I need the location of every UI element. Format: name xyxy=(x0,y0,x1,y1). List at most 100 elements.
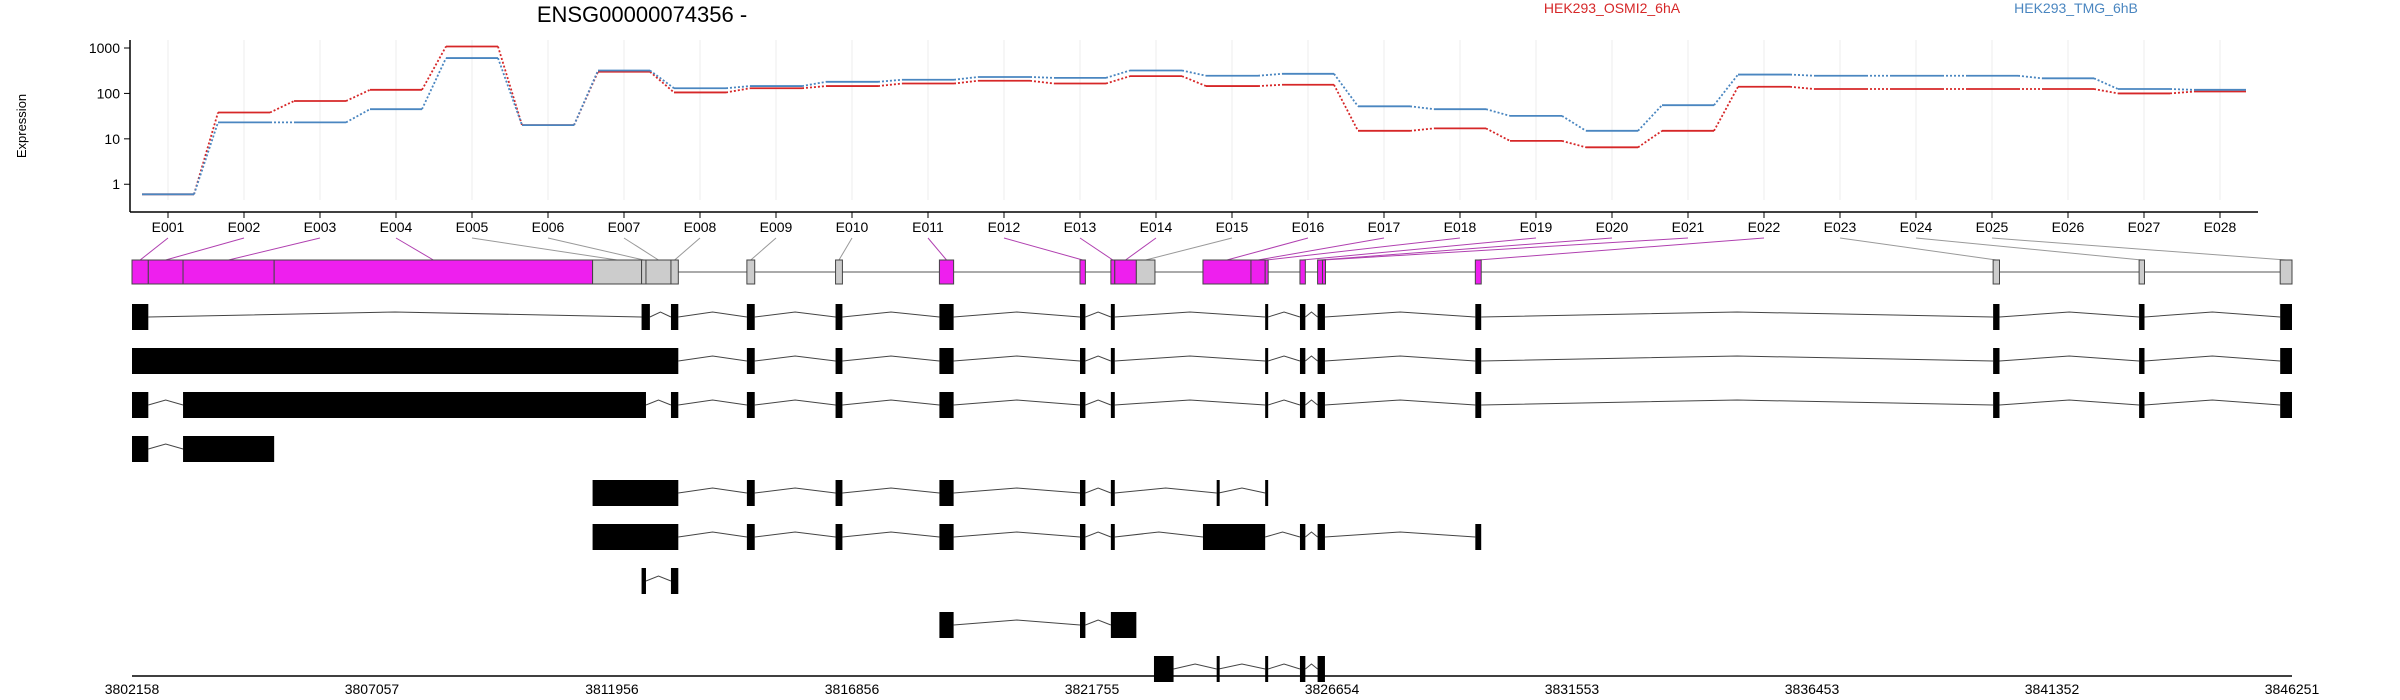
exon-connector xyxy=(1320,237,1613,261)
transcript-exon xyxy=(746,348,755,374)
exon-connector xyxy=(750,237,777,261)
exon-connector xyxy=(674,237,701,261)
y-tick-label: 100 xyxy=(97,85,121,101)
transcript-exon xyxy=(2139,348,2145,374)
genomic-tick-label: 3836453 xyxy=(1785,681,1840,697)
intron-line xyxy=(645,399,672,406)
exon-label: E017 xyxy=(1368,219,1401,235)
exon-label: E004 xyxy=(380,219,413,235)
exon-connector xyxy=(1323,237,1689,261)
transcript-exon xyxy=(2139,304,2145,330)
intron-line xyxy=(842,311,940,318)
exon-box xyxy=(938,259,955,285)
transcript-exon xyxy=(1202,524,1266,550)
transcript-exon xyxy=(592,480,679,506)
exon-label: E022 xyxy=(1748,219,1781,235)
exon-box xyxy=(592,259,643,285)
series-1-step xyxy=(953,79,979,85)
exon-label: E009 xyxy=(760,219,793,235)
transcript-exon xyxy=(1475,304,1482,330)
intron-line xyxy=(1481,399,1994,406)
series-2-step xyxy=(1637,104,1663,132)
intron-line xyxy=(953,355,1081,362)
exon-box xyxy=(1992,259,2000,285)
transcript-exon xyxy=(1299,304,1306,330)
transcript-exon xyxy=(1080,612,1086,638)
transcript-exon xyxy=(1317,656,1325,682)
transcript-exon xyxy=(670,568,679,594)
transcript-exon xyxy=(670,392,679,418)
intron-line xyxy=(645,575,672,582)
intron-line xyxy=(1305,399,1318,406)
series-2-step xyxy=(1409,105,1435,111)
exon-connector xyxy=(1079,237,1114,261)
transcript-exon xyxy=(1475,524,1482,550)
intron-line xyxy=(148,311,642,318)
transcript-exon xyxy=(1265,348,1269,374)
intron-line xyxy=(1114,531,1204,538)
transcript-exon xyxy=(1080,348,1086,374)
genomic-tick-label: 3821755 xyxy=(1065,681,1120,697)
exon-label: E020 xyxy=(1596,219,1629,235)
transcript-exon xyxy=(835,392,843,418)
exon-label: E024 xyxy=(1900,219,1933,235)
intron-line xyxy=(678,487,747,494)
exon-box xyxy=(1079,259,1086,285)
exon-box xyxy=(1474,259,1482,285)
intron-line xyxy=(1267,355,1301,362)
transcript-exon xyxy=(183,392,646,418)
series-1-step xyxy=(1105,75,1131,85)
legend-series-1: HEK293_OSMI2_6hA xyxy=(1544,0,1681,16)
series-lines xyxy=(142,45,2246,196)
intron-line xyxy=(1085,619,1112,626)
exon-connector xyxy=(1125,237,1157,261)
exon-box xyxy=(2138,259,2145,285)
exon-connector xyxy=(1145,237,1233,261)
exon-connector xyxy=(1991,237,2287,261)
series-1-step xyxy=(1409,127,1435,132)
exon-label: E013 xyxy=(1064,219,1097,235)
transcript-exon xyxy=(1993,392,2000,418)
intron-line xyxy=(1305,311,1318,318)
series-1-step xyxy=(1333,84,1359,132)
transcript-exon xyxy=(746,524,755,550)
series-2-step xyxy=(1181,69,1207,77)
exon-box xyxy=(645,259,672,285)
exon-box xyxy=(1250,259,1266,285)
transcript-exon xyxy=(939,524,954,550)
exon-label: E015 xyxy=(1216,219,1249,235)
exon-box xyxy=(147,259,184,285)
transcript-exon xyxy=(132,436,149,462)
series-1-step xyxy=(2093,88,2119,95)
axes: 1 10 100 1000 xyxy=(89,40,2258,213)
exon-connector xyxy=(1257,237,1385,261)
series-1-step xyxy=(1485,127,1511,142)
intron-line xyxy=(1324,399,1476,406)
series-1-step xyxy=(421,46,447,91)
intron-line xyxy=(1305,355,1318,362)
transcript-exon xyxy=(1299,656,1306,682)
transcript-exon xyxy=(1317,304,1325,330)
exon-connector xyxy=(1839,237,1997,261)
exon-label: E005 xyxy=(456,219,489,235)
transcript-exon xyxy=(183,436,275,462)
transcript-exon xyxy=(1265,392,1269,418)
transcript-exon xyxy=(1475,348,1482,374)
series-1-step xyxy=(497,46,523,126)
series-2-step xyxy=(573,70,599,126)
exon-label: E019 xyxy=(1520,219,1553,235)
series-2-step xyxy=(2017,74,2043,80)
genomic-tick-label: 3846251 xyxy=(2265,681,2320,697)
exon-label: E007 xyxy=(608,219,641,235)
exon-label: E014 xyxy=(1140,219,1173,235)
intron-line xyxy=(1324,531,1476,538)
exon-label: E002 xyxy=(228,219,261,235)
series-2-step xyxy=(953,76,979,81)
y-tick-label: 10 xyxy=(104,131,120,147)
series-1-step xyxy=(725,87,751,94)
series-1-step xyxy=(1257,83,1283,87)
series-2-step xyxy=(193,122,219,195)
intron-line xyxy=(1999,399,2140,406)
transcript-exon xyxy=(1110,304,1115,330)
